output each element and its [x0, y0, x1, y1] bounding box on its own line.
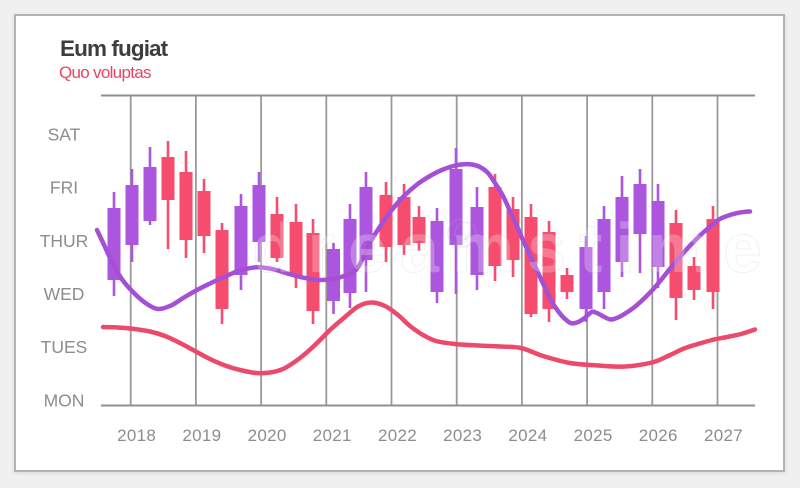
svg-text:2027: 2027 [704, 426, 743, 445]
svg-text:dreamstime: dreamstime [252, 209, 766, 287]
svg-text:Eum fugiat: Eum fugiat [60, 36, 169, 61]
svg-text:MON: MON [44, 390, 85, 410]
svg-text:2021: 2021 [313, 426, 352, 445]
svg-text:THUR: THUR [40, 231, 89, 251]
svg-text:2019: 2019 [182, 426, 221, 445]
svg-text:FRI: FRI [50, 178, 78, 198]
svg-text:2025: 2025 [574, 426, 613, 445]
svg-text:2023: 2023 [443, 426, 482, 445]
svg-text:WED: WED [44, 284, 85, 304]
svg-text:TUES: TUES [41, 337, 88, 357]
svg-text:2024: 2024 [508, 426, 547, 445]
svg-text:2018: 2018 [117, 426, 156, 445]
svg-text:SAT: SAT [48, 124, 81, 144]
svg-text:Quo voluptas: Quo voluptas [59, 63, 151, 82]
svg-text:2022: 2022 [378, 426, 417, 445]
svg-text:2026: 2026 [639, 426, 678, 445]
svg-text:2020: 2020 [248, 426, 287, 445]
